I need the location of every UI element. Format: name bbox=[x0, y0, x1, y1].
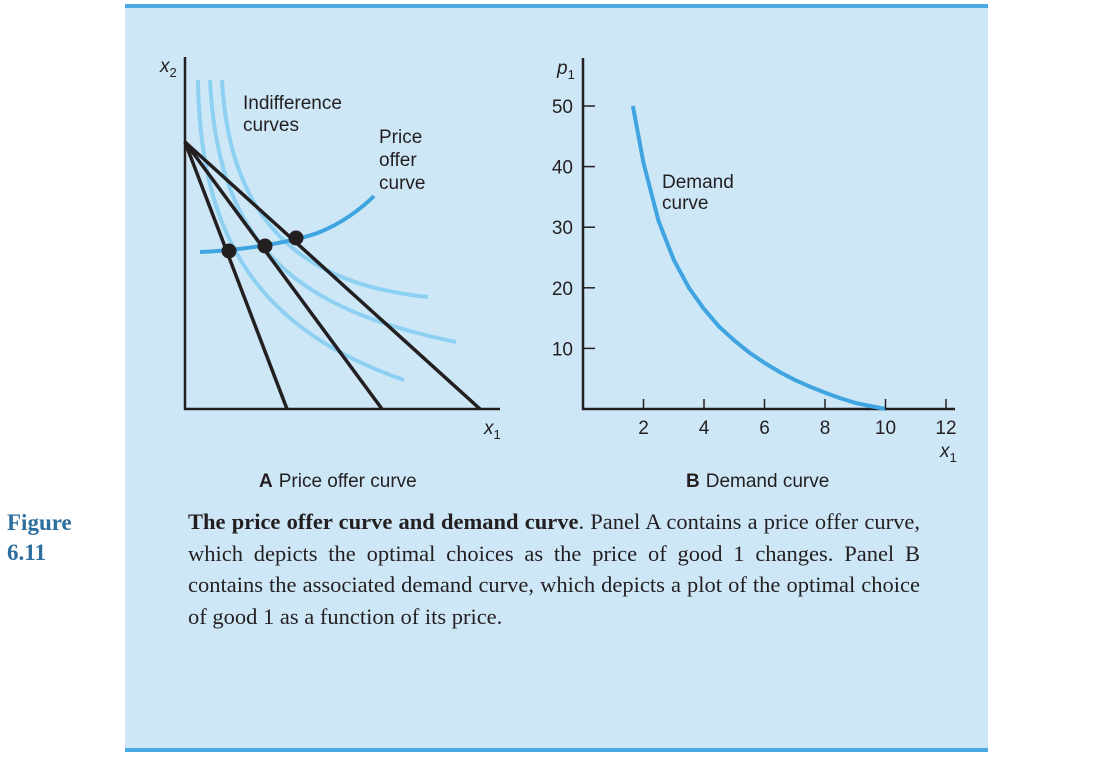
indifference-curve-2 bbox=[208, 79, 457, 344]
figure-background bbox=[125, 6, 988, 752]
figure-caption: The price offer curve and demand curve. … bbox=[188, 506, 920, 632]
panel-b-x-axis-label: x1 bbox=[939, 441, 957, 465]
y-tick-label: 10 bbox=[552, 339, 573, 360]
demand-label-line-1: Demand bbox=[662, 172, 734, 193]
panel-a-y-axis-label: x2 bbox=[159, 56, 177, 80]
price-offer-curve bbox=[199, 194, 376, 254]
indifference-label-line-2: curves bbox=[243, 115, 299, 136]
figure-number: 6.11 bbox=[7, 540, 46, 565]
top-rule bbox=[125, 4, 988, 8]
panel-a-caption: A Price offer curve bbox=[259, 471, 417, 492]
figure-graphics: x2 x1 Indifference curves Price offer cu… bbox=[159, 56, 957, 492]
demand-label-line-2: curve bbox=[662, 193, 708, 214]
x-tick-label: 12 bbox=[935, 418, 956, 439]
offer-label-line-3: curve bbox=[379, 173, 425, 194]
figure-number-label: Figure 6.11 bbox=[7, 508, 117, 568]
optimal-point-2 bbox=[257, 238, 273, 254]
demand-curve-line bbox=[630, 105, 886, 411]
x-tick-label: 8 bbox=[820, 418, 831, 439]
caption-body: . Panel A contains a price offer curve, … bbox=[188, 509, 920, 629]
y-tick-label: 40 bbox=[552, 158, 573, 179]
indifference-label-line-1: Indifference bbox=[243, 93, 342, 114]
optimal-point-3 bbox=[288, 230, 304, 246]
y-tick-label: 30 bbox=[552, 218, 573, 239]
budget-line-1 bbox=[183, 141, 289, 410]
panel-b-ticks: 2 4 6 8 10 12 10 20 30 40 50 bbox=[552, 97, 957, 439]
figure-word: Figure bbox=[7, 510, 72, 535]
x-tick-label: 4 bbox=[699, 418, 710, 439]
panel-b-caption: B Demand curve bbox=[686, 471, 829, 492]
x-tick-label: 2 bbox=[638, 418, 649, 439]
panel-a: x2 x1 Indifference curves Price offer cu… bbox=[159, 56, 501, 492]
bottom-rule bbox=[125, 748, 988, 752]
offer-label-line-2: offer bbox=[379, 150, 417, 171]
budget-line-3 bbox=[183, 140, 482, 411]
panel-a-x-axis-label: x1 bbox=[483, 418, 501, 442]
panel-b-y-axis-label: p1 bbox=[556, 58, 575, 82]
y-tick-label: 50 bbox=[552, 97, 573, 118]
x-tick-label: 10 bbox=[875, 418, 896, 439]
x-tick-label: 6 bbox=[759, 418, 770, 439]
budget-line-2 bbox=[183, 140, 384, 411]
offer-label-line-1: Price bbox=[379, 127, 422, 148]
indifference-curve-1 bbox=[196, 79, 405, 382]
caption-title: The price offer curve and demand curve bbox=[188, 509, 579, 534]
optimal-point-1 bbox=[221, 243, 237, 259]
y-tick-label: 20 bbox=[552, 279, 573, 300]
